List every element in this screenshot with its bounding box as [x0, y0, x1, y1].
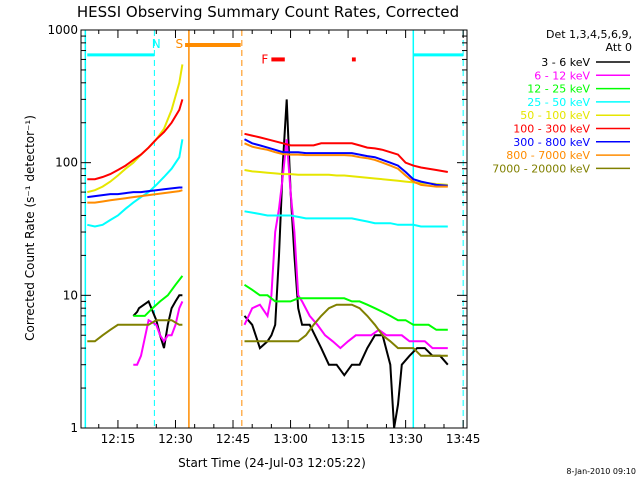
legend-header: Det 1,3,4,5,6,9, [546, 28, 632, 41]
y-axis-label: Corrected Count Rate (s⁻¹ detector⁻¹) [23, 115, 37, 341]
series-line [87, 64, 448, 194]
y-tick-label: 100 [55, 156, 78, 170]
legend-label: 12 - 25 keV [527, 83, 590, 96]
x-tick-label: 12:15 [101, 432, 136, 446]
legend-label: 800 - 7000 keV [506, 149, 590, 162]
series-line [87, 99, 448, 181]
x-tick-label: 13:15 [331, 432, 366, 446]
legend-header: Att 0 [606, 41, 632, 54]
legend-label: 100 - 300 keV [513, 123, 590, 136]
x-tick-label: 13:45 [446, 432, 481, 446]
chart-title: HESSI Observing Summary Count Rates, Cor… [77, 3, 459, 21]
x-tick-label: 12:45 [216, 432, 251, 446]
annotation-s: S [175, 37, 183, 51]
legend-label: 7000 - 20000 keV [492, 162, 590, 175]
legend-label: 6 - 12 keV [534, 69, 590, 82]
series-line [87, 139, 448, 228]
x-tick-label: 12:30 [158, 432, 193, 446]
legend-label: 25 - 50 keV [527, 96, 590, 109]
y-tick-label: 10 [63, 288, 78, 302]
series-line [87, 303, 448, 357]
x-axis-label: Start Time (24-Jul-03 12:05:22) [178, 456, 366, 470]
x-tick-label: 13:30 [388, 432, 423, 446]
timestamp: 8-Jan-2010 09:10 [566, 467, 636, 476]
series-line [87, 138, 448, 199]
axes-layer: 12:15 12:30 12:45 13:00 13:15 13:30 13:45 1 10 10… [47, 23, 480, 446]
series-line [87, 142, 448, 204]
y-tick-label: 1 [70, 421, 78, 435]
plot-frame [80, 29, 468, 429]
series-line [133, 275, 448, 331]
legend-label: 50 - 100 keV [520, 109, 590, 122]
annotation-n: N [152, 37, 161, 51]
legend-label: 3 - 6 keV [541, 56, 590, 69]
y-tick-label: 1000 [47, 23, 78, 37]
flare-label: F [261, 52, 268, 66]
x-tick-label: 13:00 [273, 432, 308, 446]
series-layer [87, 64, 449, 429]
legend-label: 300 - 800 keV [513, 136, 590, 149]
plot-area [84, 30, 464, 428]
markers-layer: N S F [152, 37, 356, 66]
